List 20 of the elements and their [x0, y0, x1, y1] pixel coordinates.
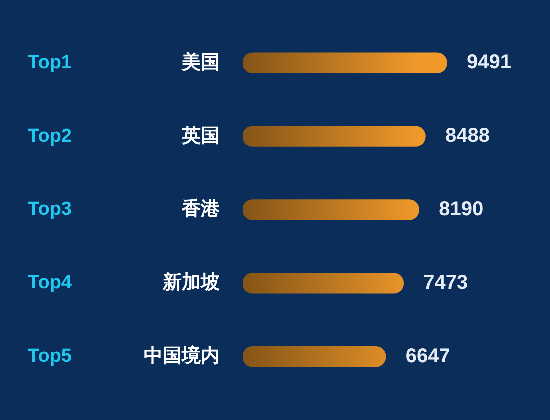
text: Top2	[28, 126, 72, 147]
data-label: 6647	[406, 345, 450, 368]
y-tick-label: 香港	[181, 198, 221, 220]
y-tick-label: 英国	[181, 124, 220, 147]
bar	[243, 200, 420, 220]
bar	[243, 273, 404, 294]
bar	[243, 52, 448, 74]
data-label: 7473	[424, 272, 468, 294]
y-tick-label: 新加坡	[162, 272, 221, 294]
data-label: 8190	[439, 198, 484, 221]
y-tick-label: 美国	[181, 51, 220, 74]
data-label: 9491	[467, 52, 512, 74]
data-label: 8488	[445, 125, 490, 148]
y-tick-label: 中国境内	[144, 345, 220, 368]
bar	[243, 126, 426, 147]
text: Top1	[28, 52, 72, 74]
text: Top4	[28, 272, 72, 294]
bar	[243, 346, 386, 368]
text: Top5	[28, 346, 72, 368]
text: Top3	[28, 199, 72, 220]
